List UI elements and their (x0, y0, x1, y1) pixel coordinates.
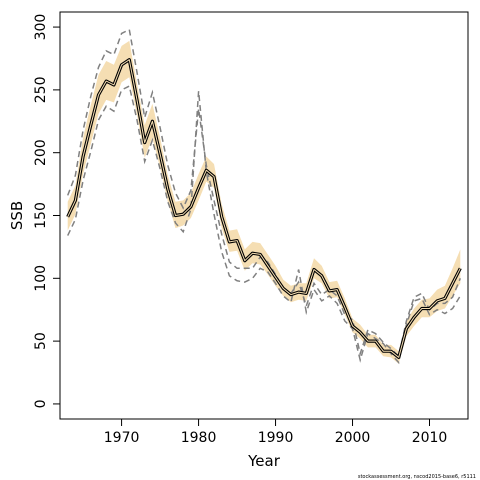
confidence-band-layer (67, 40, 461, 364)
confidence-band (67, 40, 461, 364)
y-tick-label-150: 150 (33, 202, 49, 229)
y-axis: 0 50 100 150 200 250 300 (33, 14, 60, 408)
x-tick-label-2010: 2010 (412, 430, 448, 446)
estimate-line (66, 58, 462, 359)
x-tick-label-1970: 1970 (104, 430, 140, 446)
estimate-line-inner (67, 59, 461, 358)
y-tick-label-50: 50 (33, 332, 49, 350)
y-tick-label-100: 100 (33, 265, 49, 292)
x-tick-label-1990: 1990 (258, 430, 294, 446)
y-tick-label-250: 250 (33, 77, 49, 104)
x-tick-label-2000: 2000 (335, 430, 371, 446)
credit-text: stockassessment.org, nscod2015-base6, r5… (358, 474, 476, 480)
y-axis-label: SSB (8, 201, 26, 230)
y-tick-label-300: 300 (33, 14, 49, 41)
x-tick-label-1980: 1980 (181, 430, 217, 446)
y-tick-label-200: 200 (33, 139, 49, 166)
estimate-line-layer (66, 58, 462, 359)
alternative-lines-layer (66, 28, 461, 365)
x-axis-label: Year (247, 452, 281, 470)
x-axis: 1970 1980 1990 2000 2010 (104, 419, 448, 446)
y-tick-label-0: 0 (33, 399, 49, 408)
alternative-line-1 (67, 85, 461, 365)
